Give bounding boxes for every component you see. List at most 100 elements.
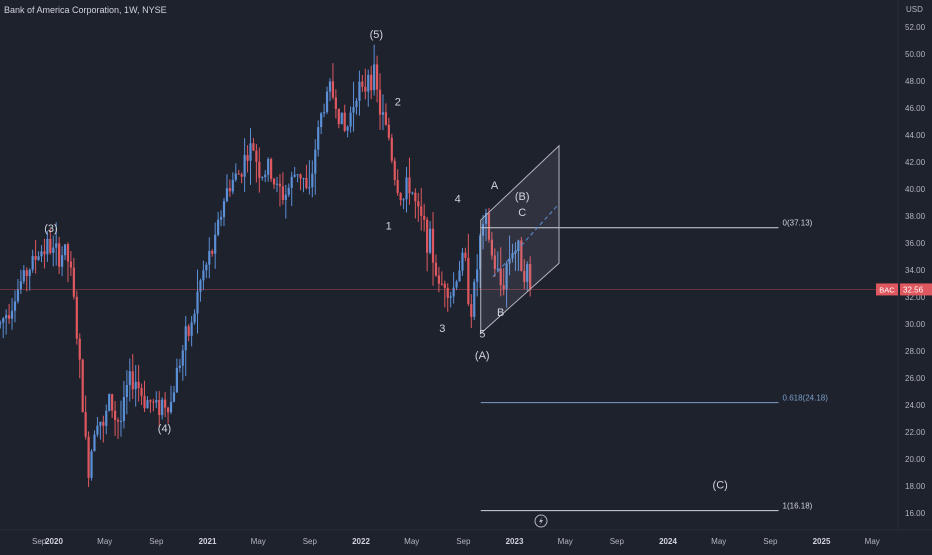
- candle-body: [340, 112, 343, 125]
- y-tick-label: 22.00: [905, 428, 926, 437]
- parallel-channel[interactable]: [480, 144, 560, 335]
- candle-body: [417, 201, 420, 207]
- candle-body: [243, 155, 246, 177]
- candle-body: [428, 228, 432, 253]
- candle-body: [78, 338, 81, 360]
- candle-body: [193, 313, 196, 323]
- candle-body: [378, 89, 382, 115]
- candle-body: [464, 252, 467, 258]
- y-tick-label: 24.00: [905, 401, 926, 410]
- wave-label: 4: [455, 194, 461, 206]
- candle-body: [60, 255, 64, 267]
- candle-body: [355, 100, 358, 108]
- candle-body: [49, 238, 52, 253]
- candle-body: [205, 264, 208, 271]
- candle-body: [367, 74, 370, 92]
- x-tick-label: May: [558, 537, 573, 546]
- candle-body: [484, 212, 488, 224]
- candle-body: [43, 251, 46, 255]
- candle-body: [93, 434, 96, 452]
- x-tick-label: Sep: [303, 537, 318, 546]
- candle-body: [58, 243, 61, 267]
- candle-body: [122, 397, 126, 421]
- candle-body: [166, 407, 170, 413]
- candle-body: [440, 283, 443, 285]
- y-tick-label: 40.00: [905, 185, 926, 194]
- channel-midline: [492, 203, 560, 278]
- candle-body: [322, 112, 326, 114]
- x-tick-label: May: [97, 537, 112, 546]
- candle-body: [452, 287, 455, 297]
- candle-body: [311, 173, 314, 188]
- lightning-icon[interactable]: [534, 514, 548, 528]
- candle-body: [470, 304, 473, 317]
- fib-level-label: 0(37.13): [783, 219, 813, 228]
- candle-body: [437, 275, 441, 284]
- candle-body: [499, 268, 502, 286]
- candle-body: [131, 371, 134, 390]
- wave-label: (A): [475, 350, 490, 362]
- candle-body: [155, 400, 158, 403]
- candle-body: [164, 399, 167, 408]
- candle-body: [178, 365, 181, 368]
- candle-body: [172, 392, 176, 402]
- candle-body: [443, 283, 446, 288]
- y-tick-label: 38.00: [905, 212, 926, 221]
- candle-body: [352, 107, 355, 113]
- candle-body: [84, 412, 87, 437]
- candle-body: [158, 400, 161, 416]
- candle-body: [343, 112, 346, 131]
- wave-label: B: [497, 307, 504, 319]
- candle-body: [10, 310, 14, 319]
- candle-body: [487, 212, 491, 240]
- candle-body: [214, 234, 217, 254]
- candle-body: [517, 240, 520, 251]
- x-tick-label: 2020: [45, 537, 63, 546]
- candle-body: [261, 177, 264, 179]
- candle-body: [296, 174, 299, 176]
- candle-body: [187, 326, 190, 336]
- candle-body: [184, 326, 187, 351]
- candle-body: [5, 315, 8, 319]
- candle-body: [72, 267, 75, 297]
- candle-body: [161, 399, 164, 416]
- candle-body: [169, 401, 173, 413]
- candle-body: [90, 451, 93, 478]
- wave-label: (C): [713, 480, 728, 492]
- currency-label: USD: [906, 5, 923, 14]
- candle-body: [473, 281, 476, 317]
- candle-body: [431, 228, 435, 263]
- candle-body: [0, 322, 2, 324]
- candle-body: [455, 281, 458, 288]
- wave-label: 3: [439, 323, 445, 335]
- candle-body: [408, 177, 411, 194]
- candle-body: [69, 261, 73, 268]
- candle-body: [529, 264, 532, 290]
- candle-body: [81, 359, 84, 413]
- x-tick-label: 2021: [199, 537, 217, 546]
- candle-body: [411, 192, 414, 194]
- candle-body: [222, 201, 226, 218]
- candle-body: [28, 269, 31, 277]
- candle-body: [196, 291, 199, 314]
- candle-body: [481, 223, 485, 236]
- candle-body: [252, 143, 255, 151]
- candle-body: [108, 394, 111, 411]
- candle-body: [22, 270, 25, 282]
- x-tick-label: 2025: [813, 537, 831, 546]
- candle-body: [526, 264, 529, 282]
- candle-body: [458, 270, 461, 282]
- candle-body: [423, 215, 426, 220]
- x-tick-label: Sep: [32, 537, 47, 546]
- chart-title: Bank of America Corporation, 1W, NYSE: [4, 5, 167, 15]
- candle-body: [119, 420, 123, 422]
- candle-body: [128, 371, 131, 386]
- candle-body: [31, 256, 34, 270]
- candle-body: [361, 81, 364, 87]
- candle-body: [446, 287, 449, 298]
- candle-body: [479, 235, 482, 270]
- candle-body: [299, 174, 302, 179]
- candle-body: [66, 244, 70, 262]
